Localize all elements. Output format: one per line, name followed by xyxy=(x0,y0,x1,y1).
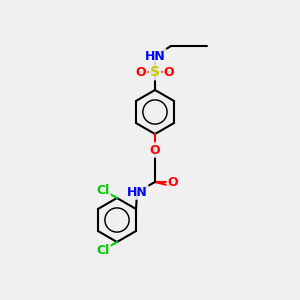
Text: O: O xyxy=(150,143,160,157)
Text: Cl: Cl xyxy=(96,184,110,196)
Text: O: O xyxy=(164,65,174,79)
Text: HN: HN xyxy=(145,50,165,62)
Text: O: O xyxy=(136,65,146,79)
Text: O: O xyxy=(168,176,178,188)
Text: S: S xyxy=(150,65,160,79)
Text: HN: HN xyxy=(127,185,147,199)
Text: Cl: Cl xyxy=(96,244,110,256)
